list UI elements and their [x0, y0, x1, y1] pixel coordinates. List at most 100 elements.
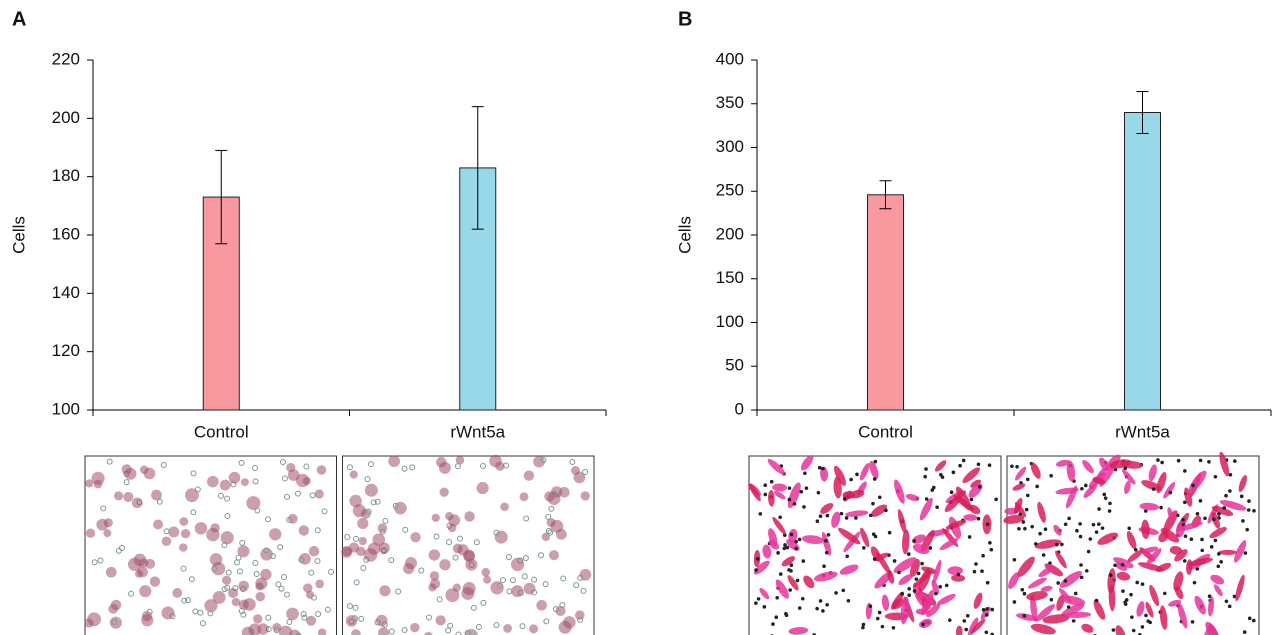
cell	[269, 528, 282, 541]
cell	[953, 494, 975, 511]
pore	[861, 625, 865, 630]
pore	[1025, 477, 1030, 482]
panel-label: B	[678, 8, 692, 30]
cell	[476, 481, 489, 495]
pore	[388, 557, 395, 564]
pore	[1073, 591, 1078, 596]
cell	[1034, 604, 1056, 622]
cell	[1148, 464, 1157, 482]
cell	[969, 504, 981, 515]
cell	[179, 543, 188, 552]
cell	[838, 527, 861, 545]
pore	[118, 545, 125, 552]
cell	[1156, 472, 1167, 494]
cell	[139, 558, 149, 568]
pore	[368, 461, 375, 468]
cell	[1167, 507, 1174, 522]
cell	[1055, 459, 1070, 467]
cell	[287, 469, 300, 481]
pore	[1203, 516, 1207, 521]
pore	[1129, 592, 1133, 597]
pore	[269, 553, 276, 560]
pore	[763, 492, 768, 497]
cell	[912, 543, 930, 555]
pore	[1079, 563, 1083, 567]
cell	[315, 579, 325, 589]
cell	[306, 615, 317, 626]
cell	[558, 486, 570, 498]
cell	[759, 588, 770, 600]
cell	[900, 596, 910, 625]
cell	[1158, 531, 1169, 543]
cell	[134, 569, 144, 578]
cell	[781, 556, 796, 567]
cell	[317, 628, 327, 635]
pore	[771, 622, 775, 626]
cell	[299, 553, 311, 565]
pore	[301, 614, 308, 621]
cell	[87, 612, 102, 627]
cell	[902, 529, 910, 555]
pore	[464, 629, 471, 635]
x-tick-label: rWnt5a	[1115, 422, 1170, 441]
cell	[1093, 599, 1106, 620]
pore	[91, 559, 98, 566]
pore	[1151, 487, 1156, 491]
cell	[360, 508, 371, 519]
cell	[349, 470, 358, 479]
cell	[1213, 584, 1223, 597]
cell	[897, 509, 907, 534]
pore	[253, 570, 260, 577]
cell	[1219, 500, 1247, 511]
pore	[1243, 551, 1248, 555]
pore	[1017, 526, 1021, 531]
pore	[194, 486, 201, 493]
pore	[321, 508, 328, 515]
cell	[149, 576, 161, 587]
cell	[803, 575, 815, 589]
cell	[238, 580, 249, 592]
pore	[328, 568, 335, 575]
cell	[1186, 559, 1193, 575]
pore	[921, 622, 925, 627]
pore	[855, 472, 859, 477]
pore	[1088, 537, 1093, 541]
pore	[190, 509, 197, 516]
pore	[1216, 564, 1221, 569]
pore	[188, 576, 195, 583]
pore	[861, 622, 866, 627]
pore	[238, 608, 245, 615]
cell	[404, 557, 417, 570]
cell	[523, 582, 536, 595]
cell	[874, 552, 889, 562]
pore	[436, 596, 443, 603]
pore	[1123, 466, 1128, 471]
pore	[521, 573, 528, 580]
pore	[1233, 459, 1237, 463]
cell	[788, 627, 809, 635]
pore	[409, 464, 416, 471]
pore	[990, 632, 995, 635]
cell	[410, 532, 421, 543]
cell	[286, 607, 299, 621]
y-axis-label: Cells	[9, 216, 28, 254]
pore	[97, 557, 104, 564]
cell	[341, 546, 352, 558]
pore	[311, 594, 318, 601]
pore	[1242, 630, 1247, 634]
cell	[358, 536, 367, 546]
cell	[912, 570, 933, 588]
pore	[252, 559, 259, 566]
cell	[1013, 497, 1023, 514]
pore	[358, 615, 365, 622]
pore	[1111, 628, 1116, 632]
pore	[445, 627, 452, 634]
pore	[281, 574, 288, 581]
cell	[574, 610, 585, 621]
y-tick-label: 140	[52, 283, 80, 302]
pore	[815, 606, 819, 611]
cell	[1055, 550, 1067, 569]
pore	[821, 609, 825, 613]
pore	[1247, 616, 1252, 621]
cell	[912, 582, 926, 607]
